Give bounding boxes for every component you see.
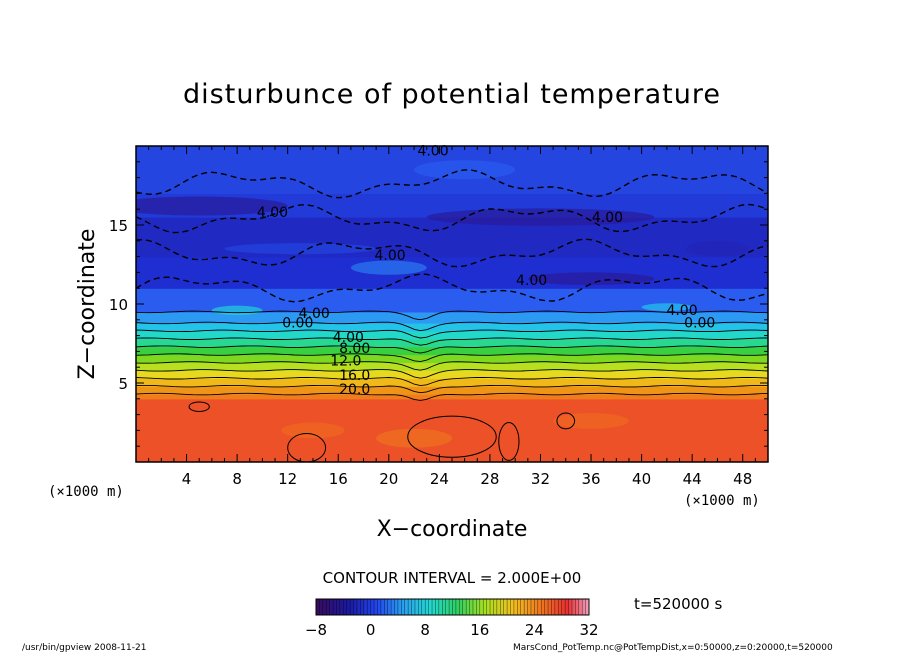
footer-left: /usr/bin/gpview 2008-11-21	[22, 643, 146, 653]
field-patch-4	[211, 305, 263, 316]
field-patch-9	[281, 422, 345, 439]
contour-line-2	[136, 377, 768, 387]
field-layer-4	[136, 370, 768, 379]
chart-title: disturbunce of potential temperature	[183, 79, 721, 110]
field-patch-10	[553, 413, 629, 429]
x-tick-label: 16	[329, 470, 348, 488]
closed-contour-0	[407, 415, 497, 458]
contour-label-2: 4.00	[592, 210, 623, 226]
field-patch-7	[224, 243, 377, 255]
field-layer-2	[136, 386, 768, 395]
contour-label-8: 0.00	[684, 316, 715, 332]
field-layer-10	[136, 322, 768, 332]
y-tick-label: 15	[109, 217, 128, 235]
contour-line-5	[136, 353, 768, 363]
field-patch-6	[527, 272, 655, 286]
closed-contour-1	[556, 412, 576, 430]
contour-label-12: 16.0	[339, 368, 370, 384]
x-tick-label: 8	[232, 470, 242, 488]
colorbar-tick-label: −8	[305, 621, 327, 639]
contour-label-1: 4.00	[257, 205, 288, 221]
x-tick-label: 44	[683, 470, 702, 488]
x-axis-ticks: 4 8 12 16 20 24 28 32 36 40 44 48	[148, 146, 756, 488]
colorbar-tick-label: 24	[525, 621, 544, 639]
field-patch-2	[350, 260, 427, 275]
contour-line-6	[136, 345, 768, 354]
contour-label-9: 4.00	[333, 330, 364, 346]
contour-line-9	[136, 321, 768, 332]
field-layer-13	[136, 256, 768, 289]
contour-line-3	[136, 369, 768, 379]
contour-label-6: 4.00	[666, 303, 697, 319]
contour-label-3: 4.00	[374, 248, 405, 264]
field-layer-1	[136, 394, 768, 400]
y-tick-label: 10	[109, 296, 128, 314]
x-unit-left: (×1000 m)	[48, 484, 124, 500]
y-axis-label: Z−coordinate	[75, 229, 100, 380]
footer-right: MarsCond_PotTemp.nc@PotTempDist,x=0:5000…	[513, 643, 833, 653]
contour-label-7: 0.00	[282, 316, 313, 332]
colorbar-ticks: −8 0 8 16 24 32	[305, 621, 599, 639]
field-layer-11	[136, 311, 768, 324]
x-tick-label: 24	[430, 470, 449, 488]
field-layer-0	[136, 398, 768, 462]
x-tick-label: 36	[581, 470, 600, 488]
field-patch-8	[685, 240, 750, 257]
dashed-contour-0	[136, 273, 768, 303]
field-layer-14	[136, 217, 768, 258]
colorbar-tick-label: 16	[470, 621, 489, 639]
contour-label-0: 4.00	[417, 143, 448, 159]
plot-area	[136, 146, 768, 462]
contour-line-8	[136, 329, 768, 339]
contour-interval-text: CONTOUR INTERVAL = 2.000E+00	[323, 569, 582, 587]
colorbar-tick-label: 8	[420, 621, 430, 639]
contour-label-11: 12.0	[330, 354, 361, 370]
x-tick-label: 48	[733, 470, 752, 488]
dashed-contour-2	[136, 203, 768, 234]
contour-line-4	[136, 361, 768, 371]
y-axis-ticks: 5 10 15	[109, 161, 768, 447]
contour-line-1	[136, 384, 768, 394]
field-layer-8	[136, 338, 768, 348]
field-patch-1	[426, 208, 655, 226]
field-layer-3	[136, 378, 768, 387]
field-patch-0	[136, 196, 288, 216]
x-tick-label: 28	[480, 470, 499, 488]
closed-contour-4	[498, 422, 520, 461]
x-tick-label: 40	[632, 470, 651, 488]
dashed-contour-3	[136, 169, 768, 199]
contour-label-5: 4.00	[299, 306, 330, 322]
field-layer-5	[136, 362, 768, 371]
contour-line-0	[136, 392, 768, 401]
x-axis-label: X−coordinate	[377, 517, 528, 542]
x-tick-label: 12	[278, 470, 297, 488]
field-layer-6	[136, 354, 768, 364]
x-tick-label: 4	[182, 470, 192, 488]
contour-line-7	[136, 337, 768, 346]
closed-contour-2	[188, 401, 210, 412]
x-tick-label: 32	[531, 470, 550, 488]
field-patch-11	[376, 428, 452, 448]
field-layer-9	[136, 330, 768, 340]
y-tick-label: 5	[118, 375, 128, 393]
field-patch-3	[641, 303, 693, 312]
field-layer-7	[136, 346, 768, 356]
dashed-contour-1	[136, 238, 768, 268]
colorbar-divisions	[315, 599, 590, 615]
contour-line-10	[136, 310, 768, 321]
x-unit-right: (×1000 m)	[684, 493, 760, 509]
colorbar-tick-label: 0	[366, 621, 376, 639]
contour-labels: 4.004.00 4.004.004.004.00 4.000.00 0.004.00…	[257, 143, 715, 398]
x-tick-label: 20	[379, 470, 398, 488]
contour-lines	[136, 169, 768, 462]
contour-label-4: 4.00	[516, 273, 547, 289]
contour-label-10: 8.00	[339, 341, 370, 357]
colorbar-tick-label: 32	[579, 621, 598, 639]
time-label: t=520000 s	[634, 595, 722, 613]
contour-label-13: 20.0	[339, 382, 370, 398]
colorbar-frame	[315, 598, 590, 616]
